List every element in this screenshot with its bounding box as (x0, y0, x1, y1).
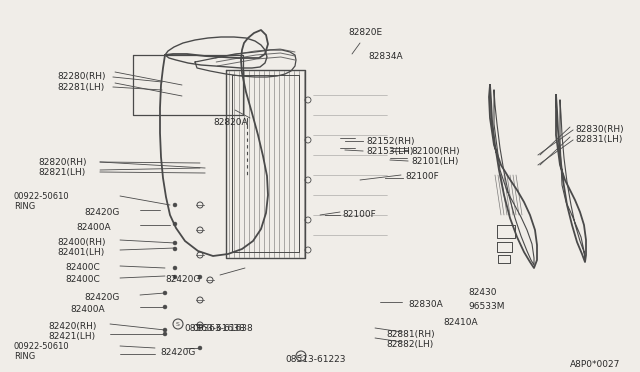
Text: RING: RING (14, 202, 35, 211)
Text: 82830A: 82830A (408, 300, 443, 309)
Text: 96533M: 96533M (468, 302, 504, 311)
Text: 82421(LH): 82421(LH) (48, 332, 95, 341)
Text: 82420G: 82420G (165, 275, 200, 284)
Text: 82100(RH): 82100(RH) (411, 147, 460, 156)
Text: S: S (299, 353, 303, 359)
Circle shape (173, 275, 177, 279)
Text: 82401(LH): 82401(LH) (57, 248, 104, 257)
Text: 00922-50610: 00922-50610 (14, 342, 70, 351)
Text: 82153(LH): 82153(LH) (366, 147, 413, 156)
Text: 82410A: 82410A (443, 318, 477, 327)
Text: 82100F: 82100F (405, 172, 439, 181)
Text: 08363-61638: 08363-61638 (184, 324, 244, 333)
Text: 82400A: 82400A (76, 223, 111, 232)
Text: 82430: 82430 (468, 288, 497, 297)
Circle shape (163, 305, 167, 309)
Circle shape (173, 241, 177, 245)
Text: 00922-50610: 00922-50610 (14, 192, 70, 201)
Text: 82831(LH): 82831(LH) (575, 135, 622, 144)
Text: 82400C: 82400C (65, 263, 100, 272)
Text: 82281(LH): 82281(LH) (57, 83, 104, 92)
Text: 82830(RH): 82830(RH) (575, 125, 623, 134)
Circle shape (173, 247, 177, 251)
Text: 82400A: 82400A (70, 305, 104, 314)
Text: 82834A: 82834A (368, 52, 403, 61)
Circle shape (163, 328, 167, 332)
Text: 82100F: 82100F (342, 210, 376, 219)
Circle shape (198, 275, 202, 279)
Circle shape (173, 266, 177, 270)
Circle shape (173, 203, 177, 207)
Text: 82820(RH): 82820(RH) (38, 158, 86, 167)
Text: 82101(LH): 82101(LH) (411, 157, 458, 166)
Text: 08363-61638: 08363-61638 (192, 324, 253, 333)
Circle shape (163, 332, 167, 336)
Text: 82820E: 82820E (348, 28, 382, 37)
Circle shape (198, 346, 202, 350)
Text: 82420G: 82420G (84, 293, 120, 302)
Text: 82152(RH): 82152(RH) (366, 137, 415, 146)
Text: 82400(RH): 82400(RH) (57, 238, 106, 247)
Circle shape (173, 222, 177, 226)
Text: 82821(LH): 82821(LH) (38, 168, 85, 177)
Text: 08513-61223: 08513-61223 (285, 355, 346, 364)
Circle shape (163, 291, 167, 295)
Text: 82881(RH): 82881(RH) (386, 330, 435, 339)
Text: 82820A: 82820A (213, 118, 248, 127)
Text: 82280(RH): 82280(RH) (57, 72, 106, 81)
Text: 82400C: 82400C (65, 275, 100, 284)
Text: RING: RING (14, 352, 35, 361)
Text: 82420G: 82420G (84, 208, 120, 217)
Text: A8P0*0027: A8P0*0027 (570, 360, 620, 369)
Text: 82420(RH): 82420(RH) (48, 322, 97, 331)
Text: 82882(LH): 82882(LH) (386, 340, 433, 349)
Text: S: S (176, 321, 180, 327)
Text: 82420G: 82420G (160, 348, 195, 357)
